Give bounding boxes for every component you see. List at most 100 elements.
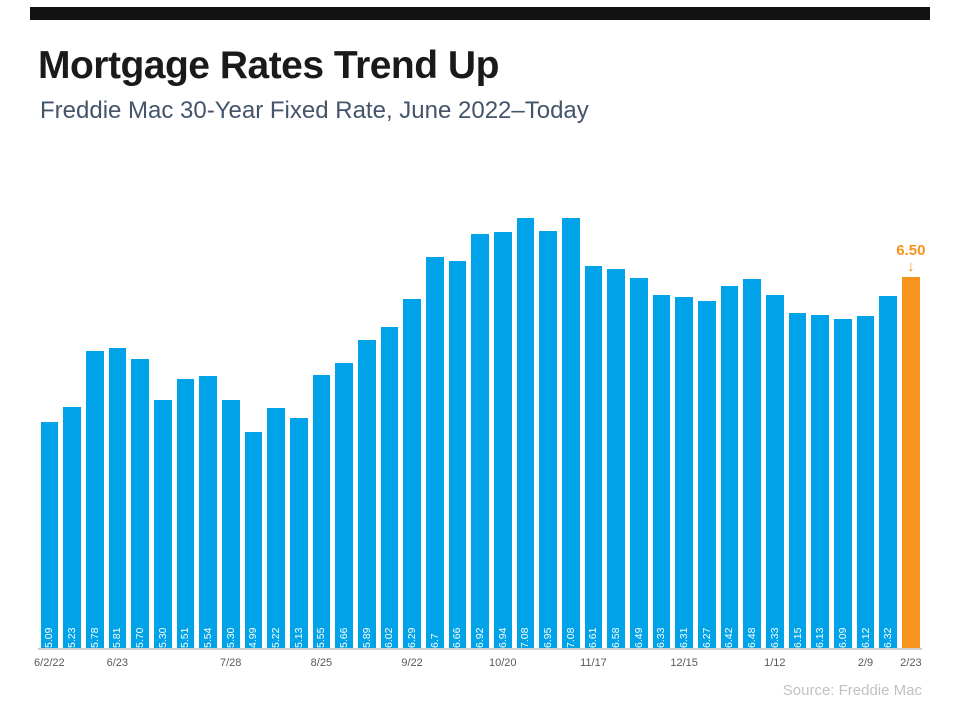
bar-slot: 5.70 bbox=[129, 218, 152, 648]
bar: 6.31 bbox=[675, 297, 693, 648]
x-axis-label: 2/23 bbox=[900, 657, 922, 669]
bar: 6.15 bbox=[788, 313, 807, 648]
bar-value-label: 6.02 bbox=[383, 627, 396, 648]
page-subtitle: Freddie Mac 30-Year Fixed Rate, June 202… bbox=[40, 97, 589, 124]
bar-slot: 6.95 bbox=[537, 218, 560, 648]
bar-value-label: 5.30 bbox=[224, 627, 237, 648]
bar-slot: 6.48 bbox=[741, 218, 764, 648]
bar-value-label: 6.42 bbox=[723, 627, 736, 648]
bar-slot: 6.61 11/17 bbox=[580, 218, 607, 669]
bar-value-label: 7.08 bbox=[519, 627, 532, 648]
bar-slot: 5.13 bbox=[287, 218, 310, 648]
bar-slot: 5.22 bbox=[265, 218, 288, 648]
page-title: Mortgage Rates Trend Up bbox=[38, 44, 499, 87]
bar-value-label: 6.15 bbox=[791, 627, 804, 648]
bar-value-label: 5.51 bbox=[179, 627, 192, 648]
bar: 5.55 bbox=[312, 375, 331, 648]
bar-slot: 5.23 bbox=[61, 218, 84, 648]
bar-slot: 5.54 bbox=[197, 218, 220, 648]
x-axis-label: 12/15 bbox=[670, 657, 698, 669]
bar-value-label: 5.13 bbox=[292, 627, 305, 648]
bar-value-label: 5.70 bbox=[134, 627, 147, 648]
bar-slot: 6.32 bbox=[877, 218, 900, 648]
bar-slot: 6.09 bbox=[832, 218, 855, 648]
highlight-value-label: 6.50 bbox=[896, 242, 926, 259]
bar-slot: 6.13 bbox=[809, 218, 832, 648]
bar-slot: 5.51 bbox=[174, 218, 197, 648]
bar-value-label: 5.30 bbox=[156, 627, 169, 648]
bar-slot: 7.08 bbox=[514, 218, 537, 648]
bar-value-label: 5.54 bbox=[202, 627, 215, 648]
highlight-bar bbox=[902, 277, 920, 648]
top-accent-bar bbox=[30, 7, 930, 20]
bar: 6.13 bbox=[811, 315, 830, 648]
bar: 5.66 bbox=[335, 363, 353, 648]
x-axis-label: 1/12 bbox=[764, 657, 786, 669]
bar: 5.22 bbox=[267, 408, 285, 648]
bar-value-label: 6.94 bbox=[496, 627, 509, 648]
bar-value-label: 5.09 bbox=[43, 627, 56, 648]
highlight-annotation: 6.50 ↓ bbox=[896, 242, 926, 275]
bar-value-label: 6.33 bbox=[655, 627, 668, 648]
bar: 6.66 bbox=[448, 261, 467, 648]
x-axis-label: 6/2/22 bbox=[34, 657, 65, 669]
bar: 5.70 bbox=[131, 359, 149, 648]
bar-slot: 4.99 bbox=[242, 218, 265, 648]
bar-slot: 5.30 bbox=[151, 218, 174, 648]
bar: 5.30 bbox=[153, 400, 172, 648]
bar-value-label: 5.78 bbox=[88, 627, 101, 648]
bar: 5.23 bbox=[63, 407, 81, 648]
bar-value-label: 5.22 bbox=[270, 627, 283, 648]
bar: 5.78 bbox=[85, 351, 104, 648]
bar-value-label: 6.95 bbox=[542, 627, 555, 648]
bar-chart-area: 5.09 6/2/22 5.23 5.78 5.81 6/23 5.70 5.30 5.51 5.… bbox=[34, 218, 925, 669]
x-axis-label: 11/17 bbox=[580, 657, 607, 669]
bar: 7.08 bbox=[516, 218, 535, 648]
bar-slot: 5.09 6/2/22 bbox=[34, 218, 65, 669]
bar-slot: 6.94 10/20 bbox=[489, 218, 517, 669]
bar: 6.92 bbox=[471, 234, 489, 648]
bar: 5.54 bbox=[199, 376, 217, 648]
bar: 6.02 bbox=[380, 327, 399, 648]
bar-slot: 6.29 9/22 bbox=[401, 218, 424, 669]
bar-slot: 6.66 bbox=[446, 218, 469, 648]
bar-slot: 5.81 6/23 bbox=[106, 218, 129, 669]
bar: 5.30 bbox=[221, 400, 240, 648]
bar-value-label: 6.09 bbox=[836, 627, 849, 648]
bar-slot: 5.66 bbox=[333, 218, 356, 648]
x-axis-label: 6/23 bbox=[106, 657, 129, 669]
down-arrow-icon: ↓ bbox=[907, 258, 915, 275]
bar: 7.08 bbox=[561, 218, 580, 648]
bar: 6.12 bbox=[856, 316, 875, 648]
x-axis-label: 10/20 bbox=[489, 657, 517, 669]
bar-slot: 6.02 bbox=[378, 218, 401, 648]
bar-slot: 6.31 12/15 bbox=[670, 218, 698, 669]
bar: 6.32 bbox=[879, 296, 898, 648]
bar-chart: 5.09 6/2/22 5.23 5.78 5.81 6/23 5.70 5.30 5.51 5.… bbox=[34, 218, 925, 669]
bar-value-label: 4.99 bbox=[247, 627, 260, 648]
bar: 6.58 bbox=[607, 269, 625, 648]
bar: 6.61 bbox=[584, 266, 603, 648]
bar-slot: 5.89 bbox=[355, 218, 378, 648]
bar-slot: 6.49 bbox=[627, 218, 650, 648]
bar: 5.81 bbox=[108, 348, 127, 648]
bar: 6.7 bbox=[425, 257, 444, 648]
bar-value-label: 6.48 bbox=[746, 627, 759, 648]
bar-value-label: 6.12 bbox=[859, 627, 872, 648]
bar-value-label: 5.89 bbox=[360, 627, 373, 648]
bar-value-label: 5.66 bbox=[338, 627, 351, 648]
bar: 4.99 bbox=[244, 432, 263, 648]
x-axis-label: 9/22 bbox=[401, 657, 423, 669]
bar-slot: 6.50 ↓ 2/23 bbox=[896, 218, 925, 669]
bar-slot: 5.78 bbox=[83, 218, 106, 648]
bar-value-label: 6.49 bbox=[632, 627, 645, 648]
bar-value-label: 6.66 bbox=[451, 627, 464, 648]
bar-value-label: 6.29 bbox=[406, 627, 419, 648]
bar: 6.33 bbox=[766, 295, 784, 648]
bar-slot: 6.33 1/12 bbox=[764, 218, 787, 669]
bar-value-label: 6.61 bbox=[587, 627, 600, 648]
bar-slot: 6.15 bbox=[786, 218, 809, 648]
bar: 6.29 bbox=[403, 299, 421, 648]
bar-value-label: 6.58 bbox=[610, 627, 623, 648]
bar: 6.33 bbox=[652, 295, 671, 648]
